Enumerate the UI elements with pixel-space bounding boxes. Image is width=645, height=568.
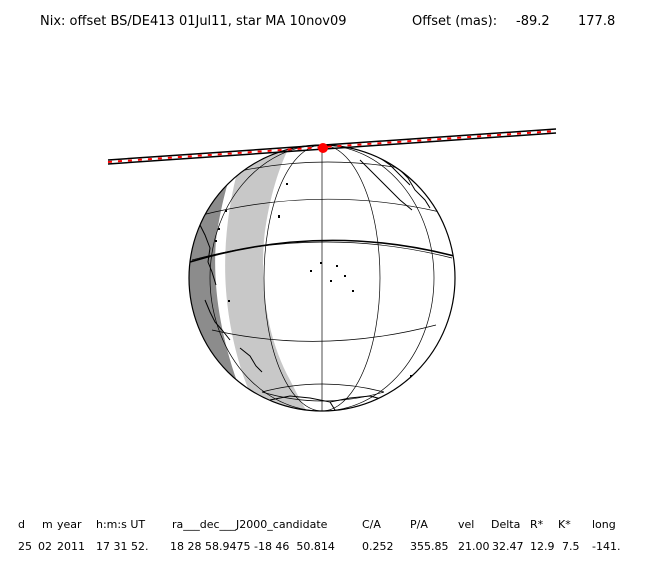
table-value-d: 25 xyxy=(18,540,32,553)
table-value-kstar: 7.5 xyxy=(562,540,580,553)
table-header-time: h:m:s UT xyxy=(96,518,146,531)
table-value-time: 17 31 52. xyxy=(96,540,149,553)
table-value-m: 02 xyxy=(38,540,52,553)
table-value-vel: 21.00 xyxy=(458,540,490,553)
table-header-year: year xyxy=(57,518,82,531)
table-value-year: 2011 xyxy=(57,540,85,553)
table-header-pa: P/A xyxy=(410,518,428,531)
table-value-ca: 0.252 xyxy=(362,540,394,553)
occultation-center-marker xyxy=(318,143,328,153)
shadow-track xyxy=(107,128,557,165)
table-header-vel: vel xyxy=(458,518,475,531)
table-value-pa: 355.85 xyxy=(410,540,449,553)
table-value-rstar: 12.9 xyxy=(530,540,555,553)
table-header-d: d xyxy=(18,518,25,531)
table-value-long: -141. xyxy=(592,540,621,553)
table-header-ca: C/A xyxy=(362,518,381,531)
plot-title: Nix: offset BS/DE413 01Jul11, star MA 10… xyxy=(40,14,347,29)
graticule xyxy=(191,145,453,411)
offset-y-value: 177.8 xyxy=(578,14,616,29)
table-header-kstar: K* xyxy=(558,518,571,531)
table-value-radec: 18 28 58.9475 -18 46 50.814 xyxy=(170,540,335,553)
table-header-long: long xyxy=(592,518,616,531)
table-header-m: m xyxy=(42,518,53,531)
offset-label: Offset (mas): xyxy=(412,14,498,29)
offset-x-value: -89.2 xyxy=(516,14,550,29)
table-header-radec: ra___dec___J2000_candidate xyxy=(172,518,328,531)
table-header-delta: Delta xyxy=(491,518,521,531)
table-header-rstar: R* xyxy=(530,518,544,531)
equator-line xyxy=(189,239,455,263)
table-value-delta: 32.47 xyxy=(492,540,524,553)
